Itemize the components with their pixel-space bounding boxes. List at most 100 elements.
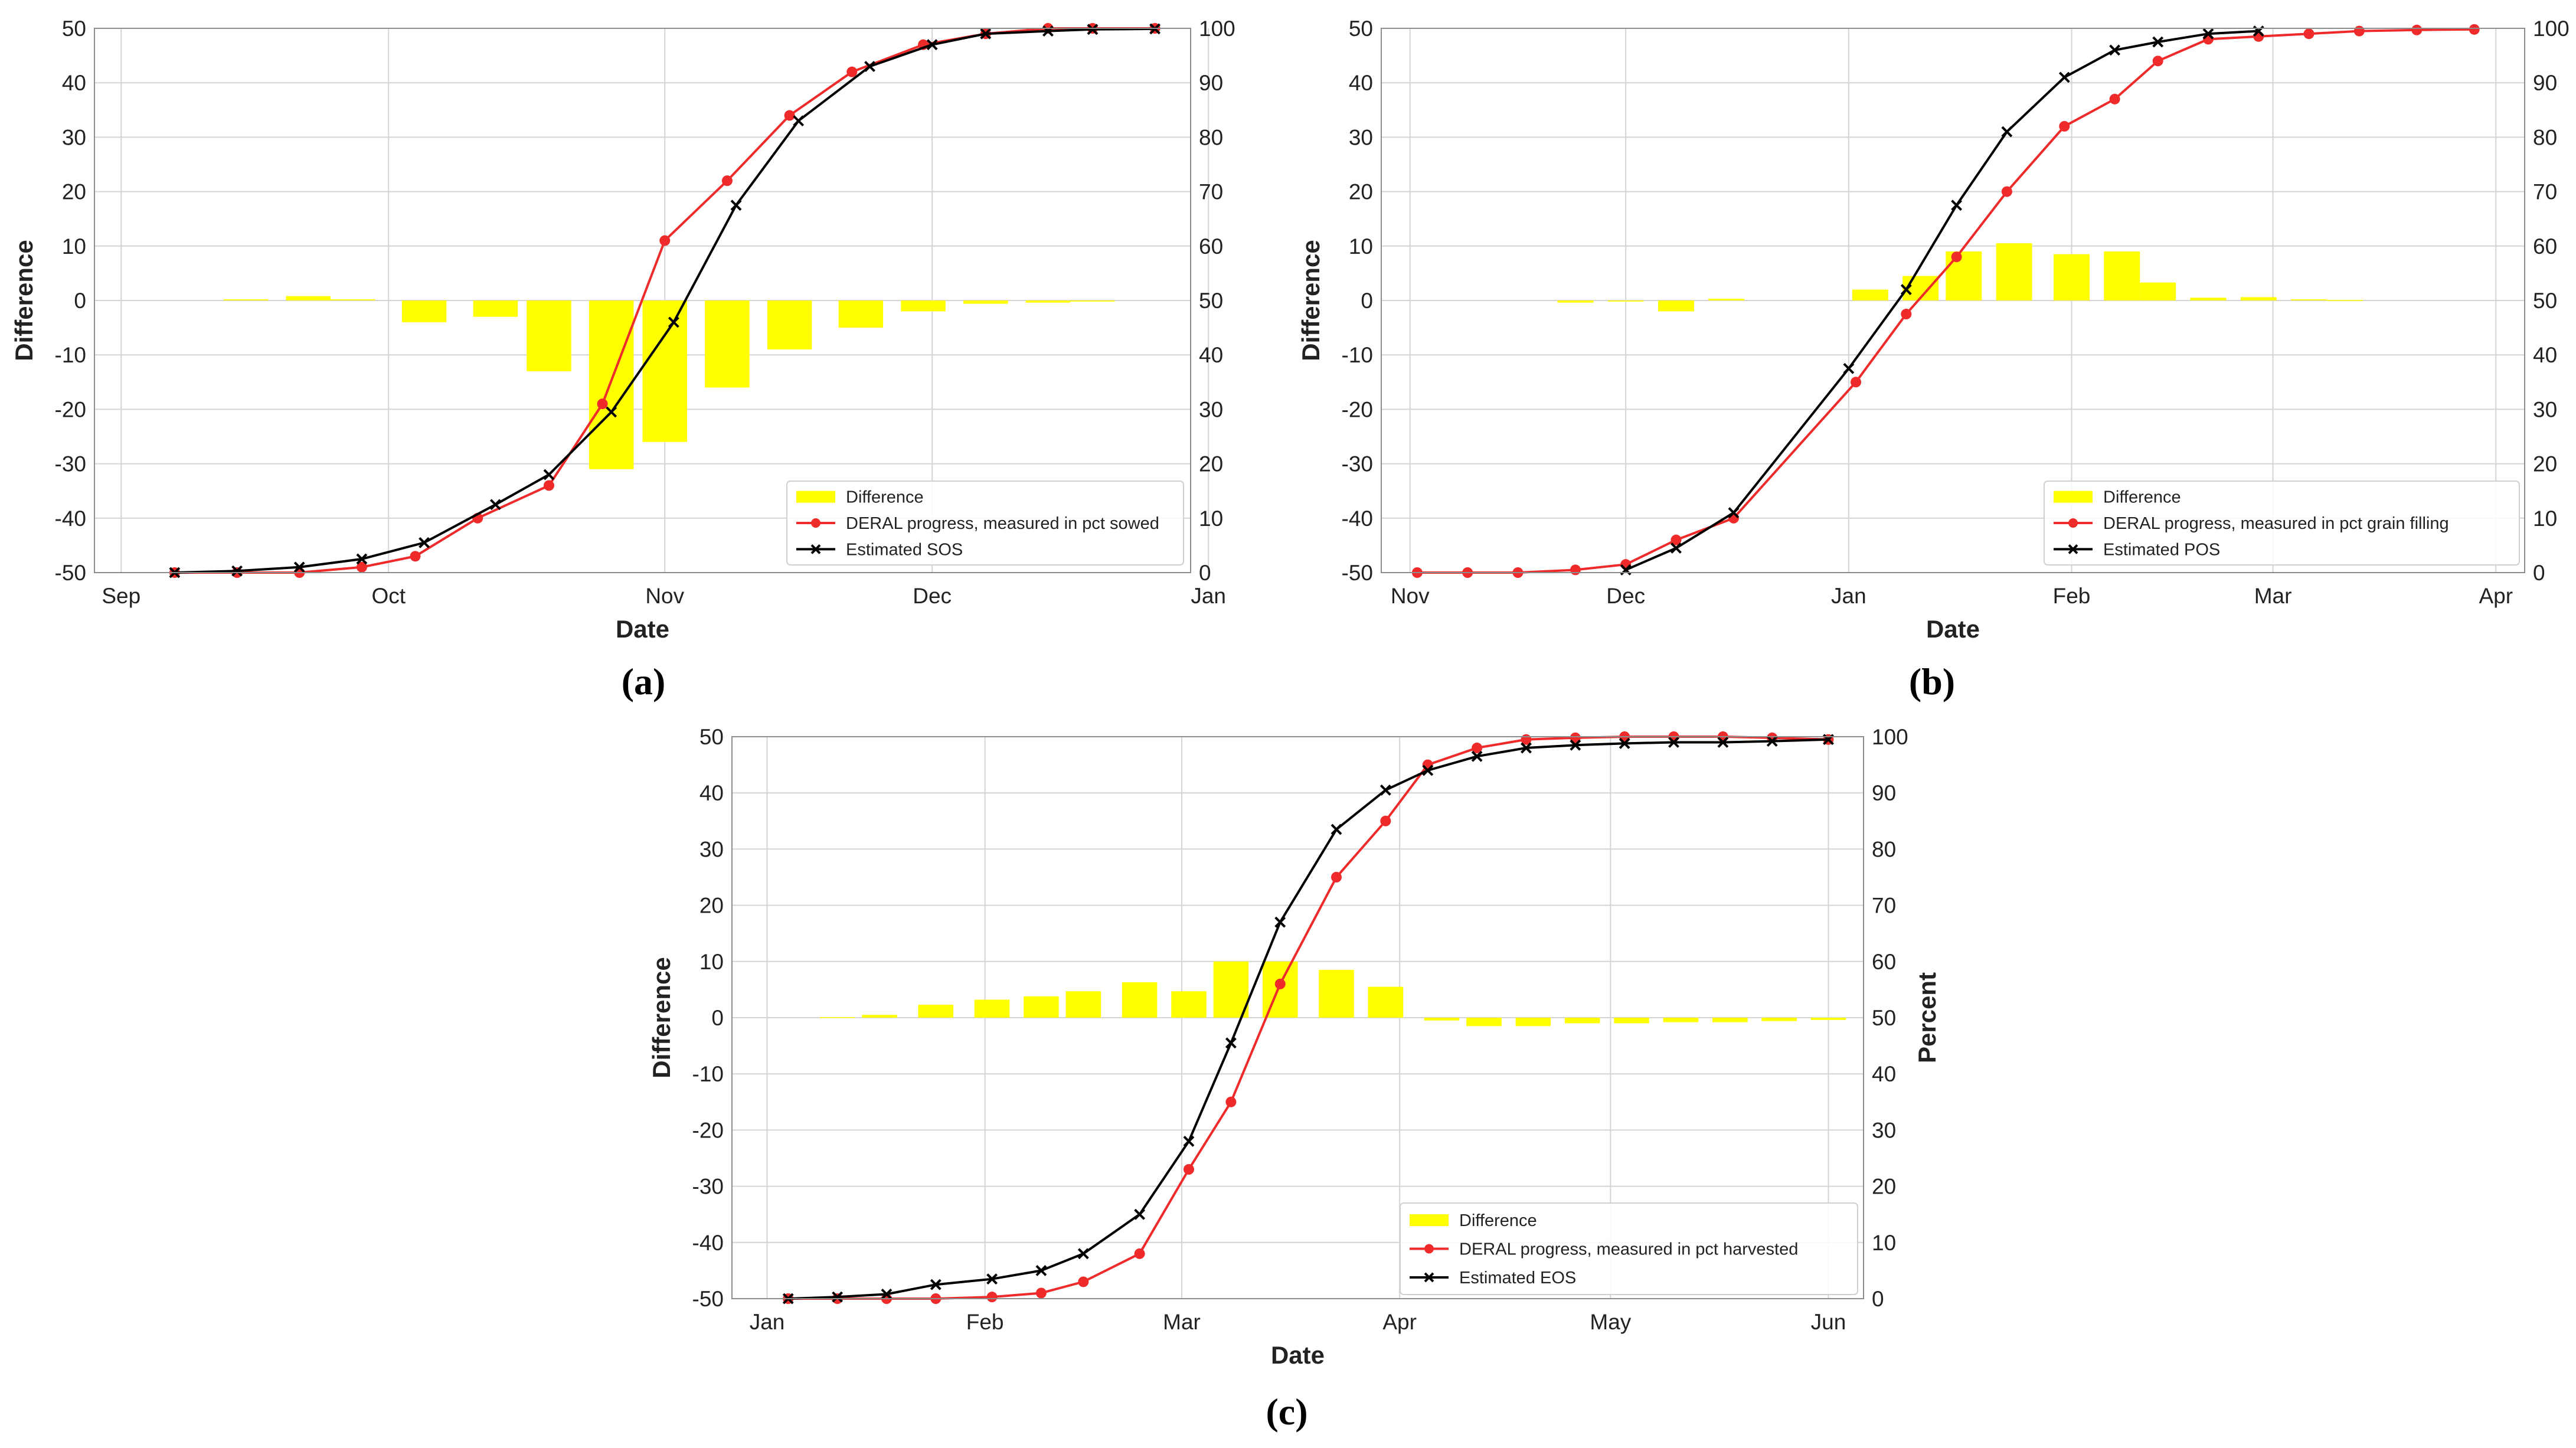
point-marker bbox=[1035, 1264, 1047, 1276]
y-right-tick-label: 60 bbox=[2533, 234, 2557, 259]
bar bbox=[918, 1005, 954, 1018]
point-marker bbox=[1951, 251, 1962, 263]
legend-swatch-bar bbox=[796, 491, 835, 503]
chart-b-legend: Difference DERAL progress, measured in pc… bbox=[2044, 481, 2520, 566]
point-marker bbox=[597, 398, 608, 410]
y-left-tick-label: -20 bbox=[692, 1118, 724, 1142]
bar bbox=[1122, 982, 1158, 1018]
bar bbox=[1852, 289, 1888, 300]
point-marker bbox=[1671, 534, 1682, 545]
y-left-tick-label: -40 bbox=[1342, 506, 1373, 531]
point-marker bbox=[1900, 284, 1912, 295]
y-left-tick-label: -40 bbox=[55, 506, 86, 531]
bar bbox=[901, 300, 946, 312]
bar bbox=[2104, 251, 2140, 300]
x-tick-label: Nov bbox=[1391, 584, 1430, 608]
y-left-tick-label: -50 bbox=[692, 1287, 724, 1311]
bar bbox=[642, 300, 687, 442]
bar bbox=[1663, 1018, 1699, 1022]
y-right-tick-label: 90 bbox=[1872, 781, 1896, 805]
y-right-tick-label: 50 bbox=[2533, 289, 2557, 313]
y-right-tick-label: 100 bbox=[2533, 17, 2570, 41]
y-right-tick-label: 70 bbox=[1872, 894, 1896, 918]
y-left-tick-label: 10 bbox=[62, 234, 86, 259]
point-marker bbox=[730, 200, 742, 211]
point-marker bbox=[930, 1279, 942, 1290]
legend-marker bbox=[2068, 544, 2078, 554]
bar bbox=[705, 300, 750, 388]
y-right-tick-label: 20 bbox=[1872, 1175, 1896, 1199]
chart-c-svg: -50 -40 -30 -20 -10 0 10 20 30 40 50 0 10 20 30 40 50 60 7… bbox=[648, 725, 1941, 1369]
point-marker bbox=[1717, 737, 1729, 748]
bar bbox=[1065, 991, 1101, 1018]
x-tick-label: Apr bbox=[2479, 584, 2513, 608]
chart-b-tick-labels: -50 -40 -30 -20 -10 0 10 20 30 40 50 0 10 20 30 40 50 60 7… bbox=[1342, 17, 2570, 608]
bar bbox=[1761, 1018, 1797, 1021]
y-right-tick-label: 80 bbox=[1872, 837, 1896, 861]
point-marker bbox=[1951, 200, 1963, 211]
bar bbox=[2291, 299, 2327, 300]
bar bbox=[1564, 1018, 1600, 1024]
series-line bbox=[1417, 28, 2474, 574]
point-marker bbox=[986, 1292, 998, 1303]
legend-marker bbox=[1424, 1244, 1434, 1254]
point-marker bbox=[1035, 1287, 1047, 1299]
y-right-tick-label: 0 bbox=[2533, 561, 2545, 585]
y-left-tick-label: 40 bbox=[699, 781, 724, 805]
chart-b-svg: -50 -40 -30 -20 -10 0 10 20 30 40 50 0 10 20 30 40 50 60 7… bbox=[1297, 17, 2576, 643]
bar bbox=[1996, 243, 2032, 300]
legend-label: DERAL progress, measured in pct sowed bbox=[846, 514, 1159, 533]
point-marker bbox=[1077, 1248, 1089, 1260]
bar bbox=[1025, 300, 1071, 303]
bar bbox=[974, 999, 1010, 1018]
point-marker bbox=[1274, 916, 1286, 928]
x-tick-label: May bbox=[1590, 1310, 1631, 1334]
y-left-tick-label: -10 bbox=[692, 1062, 724, 1086]
y-left-tick-label: -40 bbox=[692, 1231, 724, 1255]
point-marker bbox=[2303, 28, 2315, 40]
x-tick-label: Mar bbox=[1163, 1310, 1201, 1334]
point-marker bbox=[2353, 25, 2365, 37]
y-right-tick-label: 90 bbox=[2533, 71, 2557, 95]
legend-label: DERAL progress, measured in pct grain fi… bbox=[2103, 514, 2449, 533]
y-right-axis-label: Percent bbox=[2574, 255, 2576, 346]
y-right-tick-label: 20 bbox=[1199, 452, 1223, 476]
bar bbox=[1466, 1018, 1502, 1027]
y-right-tick-label: 0 bbox=[1199, 561, 1211, 585]
chart-c: -50 -40 -30 -20 -10 0 10 20 30 40 50 0 10 20 30 40 50 60 7… bbox=[626, 708, 1960, 1375]
legend-label: DERAL progress, measured in pct harveste… bbox=[1459, 1240, 1798, 1259]
bar bbox=[2140, 282, 2176, 300]
point-marker bbox=[1619, 738, 1630, 749]
point-marker bbox=[1331, 872, 1342, 882]
point-marker bbox=[543, 480, 554, 491]
legend-label: Estimated POS bbox=[2103, 540, 2220, 559]
legend-label: Estimated EOS bbox=[1459, 1269, 1576, 1287]
point-marker bbox=[1671, 542, 1682, 554]
legend-label: Difference bbox=[1459, 1211, 1537, 1230]
point-marker bbox=[2058, 71, 2070, 83]
bar bbox=[1213, 961, 1249, 1018]
y-left-tick-label: 50 bbox=[62, 17, 86, 41]
legend-swatch-bar bbox=[1410, 1214, 1449, 1227]
bar bbox=[589, 300, 634, 469]
y-left-tick-label: -10 bbox=[55, 343, 86, 367]
y-right-tick-label: 10 bbox=[1872, 1231, 1896, 1255]
point-marker bbox=[668, 316, 679, 328]
chart-b-series-1 bbox=[1620, 25, 2264, 576]
point-marker bbox=[1087, 24, 1099, 35]
x-tick-label: Feb bbox=[2053, 584, 2091, 608]
chart-a-bars bbox=[223, 296, 1115, 469]
point-marker bbox=[1521, 742, 1532, 754]
chart-b-frame bbox=[1381, 28, 2525, 573]
point-marker bbox=[1225, 1096, 1237, 1107]
point-marker bbox=[986, 1273, 998, 1285]
x-tick-label: Dec bbox=[1606, 584, 1645, 608]
chart-c-frame bbox=[731, 736, 1864, 1299]
point-marker bbox=[293, 561, 305, 573]
y-left-tick-label: 50 bbox=[699, 725, 724, 749]
point-marker bbox=[1225, 1037, 1237, 1049]
point-marker bbox=[1422, 764, 1434, 776]
y-right-tick-label: 30 bbox=[2533, 397, 2557, 421]
y-right-tick-label: 30 bbox=[1199, 397, 1223, 421]
y-left-tick-label: 30 bbox=[1349, 125, 1373, 149]
